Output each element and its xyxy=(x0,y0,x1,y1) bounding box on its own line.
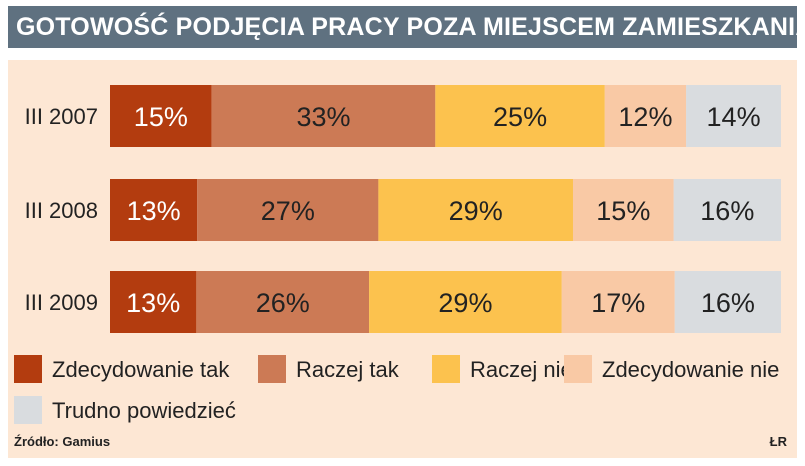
title-bar: GOTOWOŚĆ PODJĘCIA PRACY POZA MIEJSCEM ZA… xyxy=(8,6,805,48)
category-label: III 2008 xyxy=(25,198,98,223)
legend-label: Raczej tak xyxy=(296,357,400,382)
bar-segment xyxy=(211,85,436,147)
data-label: 27% xyxy=(261,196,315,226)
bar-segment xyxy=(197,179,379,241)
bar-segment xyxy=(673,179,781,241)
bar-segment xyxy=(435,85,605,147)
data-label: 12% xyxy=(618,102,672,132)
bar-segment xyxy=(686,85,781,147)
data-label: 15% xyxy=(134,102,188,132)
bar-segment xyxy=(572,179,674,241)
legend-swatch xyxy=(14,355,42,383)
data-label: 15% xyxy=(596,196,650,226)
bar-segment xyxy=(674,271,781,333)
bar-segment xyxy=(369,271,562,333)
data-label: 17% xyxy=(591,288,645,318)
legend-label: Zdecydowanie nie xyxy=(602,357,779,382)
credit-note: ŁR xyxy=(769,434,787,449)
legend-swatch xyxy=(432,355,460,383)
legend-swatch xyxy=(258,355,286,383)
stacked-bar-chart: III 2007 15% 33% 25% 12% 14% III 2008 13% 27% 29%… xyxy=(14,85,781,424)
legend-swatch xyxy=(14,396,42,424)
legend-label: Zdecydowanie tak xyxy=(52,357,230,382)
legend-label: Trudno powiedzieć xyxy=(52,398,236,423)
bar-segment xyxy=(561,271,675,333)
chart-title: GOTOWOŚĆ PODJĘCIA PRACY POZA MIEJSCEM ZA… xyxy=(16,12,805,41)
bar-segment xyxy=(196,271,370,333)
bar-segment xyxy=(110,271,197,333)
bar-segment xyxy=(604,85,687,147)
legend-swatch xyxy=(564,355,592,383)
data-label: 25% xyxy=(493,102,547,132)
bar-segment xyxy=(110,179,198,241)
category-label: III 2007 xyxy=(25,104,98,129)
data-label: 14% xyxy=(707,102,761,132)
data-label: 33% xyxy=(296,102,350,132)
data-label: 29% xyxy=(449,196,503,226)
source-note: Źródło: Gamius xyxy=(14,434,111,449)
data-label: 29% xyxy=(438,288,492,318)
chart-panel: III 2007 15% 33% 25% 12% 14% III 2008 13% 27% 29%… xyxy=(8,60,797,458)
data-label: 13% xyxy=(126,288,180,318)
legend-label: Raczej nie xyxy=(470,357,573,382)
bar-segment xyxy=(378,179,573,241)
category-label: III 2009 xyxy=(25,290,98,315)
data-label: 16% xyxy=(701,288,755,318)
data-label: 16% xyxy=(700,196,754,226)
data-label: 13% xyxy=(127,196,181,226)
bar-segment xyxy=(110,85,212,147)
data-label: 26% xyxy=(256,288,310,318)
